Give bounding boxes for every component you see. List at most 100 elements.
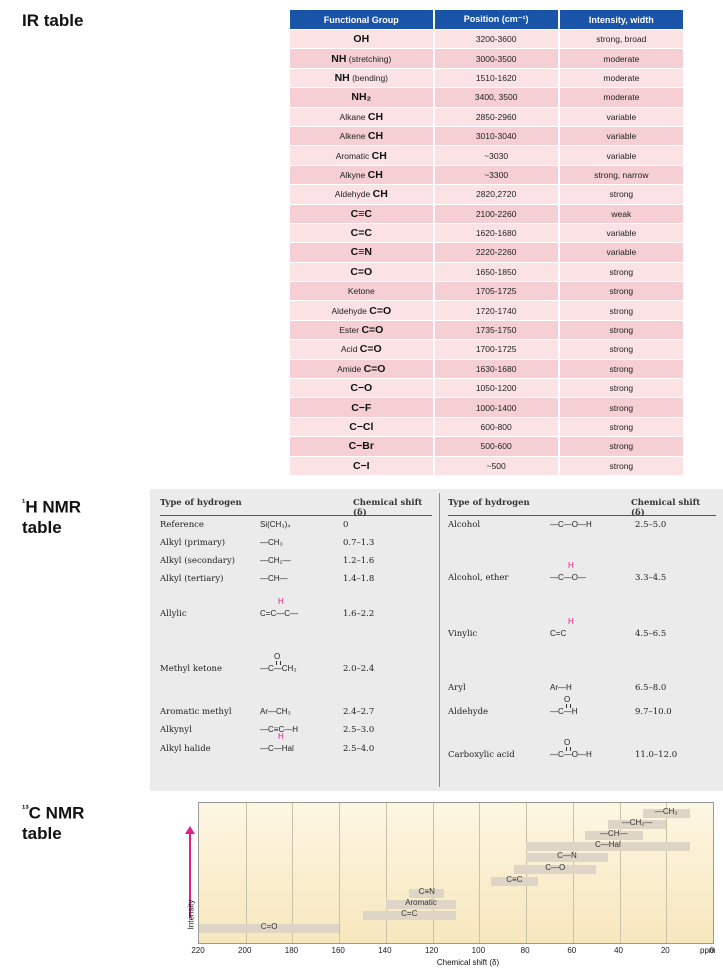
hnmr-structure: O —C—H: [550, 695, 578, 716]
ir-cell-group: OH: [290, 30, 433, 49]
ir-group-formula: C=O: [361, 324, 384, 337]
ir-cell-intensity: strong: [559, 417, 683, 437]
hnmr-shift-value: 9.7–10.0: [635, 707, 672, 717]
ir-cell-position: 2820,2720: [434, 185, 558, 204]
ir-group-formula: CH: [367, 130, 384, 143]
cnmr-gridline: [245, 803, 247, 943]
hnmr-structure: —C≡C—H: [260, 725, 298, 734]
ir-table-row: Ketone 1705-1725 strong: [290, 282, 683, 301]
cnmr-range-label: C≡C: [506, 875, 523, 884]
ir-group-formula: OH: [353, 33, 370, 46]
ir-cell-position: 1650-1850: [434, 262, 558, 282]
ir-group-formula: C=O: [363, 362, 386, 375]
hnmr-shift-value: 1.2–1.6: [343, 556, 375, 566]
cnmr-x-tick-label: 80: [520, 946, 530, 955]
ir-cell-intensity: variable: [559, 107, 683, 126]
cnmr-range-bar: [526, 842, 690, 851]
hnmr-double-bond: [566, 704, 571, 708]
ir-cell-position: ~3300: [434, 165, 558, 185]
hnmr-shift-value: 2.5–4.0: [343, 744, 375, 754]
cnmr-x-tick-label: 140: [378, 946, 392, 955]
cnmr-range-label: C=O: [260, 922, 278, 931]
ir-cell-group: Aldehyde CH: [290, 185, 433, 204]
ir-cell-group: C=C: [290, 223, 433, 243]
ir-table-row: C−Br 500-600 strong: [290, 437, 683, 456]
ir-group-suffix: (bending): [349, 72, 389, 83]
cnmr-gridline: [479, 803, 481, 943]
hnmr-structure: H C=C: [550, 617, 574, 638]
ir-cell-group: C−Cl: [290, 417, 433, 437]
ir-group-prefix: Acid: [340, 344, 360, 355]
ir-header-intensity: Intensity, width: [559, 10, 683, 29]
hnmr-structure-formula: —C—O—: [550, 573, 586, 582]
hnmr-structure: Si(CH₃)₄: [260, 520, 291, 529]
cnmr-x-tick-label: 60: [567, 946, 577, 955]
ir-group-formula: C=O: [359, 343, 382, 356]
cnmr-x-tick-label: 180: [284, 946, 299, 955]
hnmr-structure: H —C—Hal: [260, 732, 294, 753]
hnmr-structure-formula: Si(CH₃)₄: [260, 520, 291, 529]
cnmr-x-tick-label: 20: [660, 946, 670, 955]
ir-group-prefix: Ketone: [347, 286, 375, 297]
ir-table-row: Aldehyde CH 2820,2720 strong: [290, 185, 683, 204]
cnmr-range-bar: [642, 809, 690, 818]
ir-cell-group: Ester C=O: [290, 320, 433, 340]
cnmr-range-label: Aromatic: [405, 898, 437, 907]
hnmr-type-name: Vinylic: [448, 629, 478, 639]
hnmr-type-name: Aldehyde: [448, 707, 489, 717]
hnmr-right-header: Type of hydrogen Chemical shift (δ): [448, 493, 716, 518]
hnmr-shift-value: 0.7–1.3: [343, 538, 375, 548]
cnmr-title-main: C NMR: [28, 803, 85, 823]
cnmr-range-bar: [491, 877, 538, 886]
ir-cell-group: Amide C=O: [290, 359, 433, 379]
hnmr-structure: —C—O—H: [550, 520, 592, 529]
ir-cell-position: 2100-2260: [434, 204, 558, 223]
ir-table-row: OH 3200-3600 strong, broad: [290, 30, 683, 49]
ir-cell-position: 1630-1680: [434, 359, 558, 379]
hnmr-shift-value: 1.6–2.2: [343, 609, 375, 619]
ir-group-formula: CH: [367, 110, 384, 123]
ir-table-row: C=C 1620-1680 variable: [290, 223, 683, 243]
ir-cell-intensity: strong, narrow: [559, 165, 683, 185]
hnmr-structure-formula: C=C: [550, 629, 567, 638]
cnmr-gridline: [385, 803, 387, 943]
ir-cell-position: 1735-1750: [434, 320, 558, 340]
ir-cell-position: 1720-1740: [434, 301, 558, 320]
ir-cell-intensity: strong, broad: [559, 30, 683, 49]
cnmr-range-bar: [199, 924, 340, 933]
ir-header-position: Position (cm⁻¹): [434, 10, 558, 29]
ir-group-prefix: Aromatic: [335, 150, 372, 161]
ir-cell-group: Ketone: [290, 282, 433, 301]
ir-table-row: Ester C=O 1735-1750 strong: [290, 320, 683, 340]
cnmr-ylabel: Intensity: [186, 899, 196, 930]
ir-cell-position: 1705-1725: [434, 282, 558, 301]
cnmr-plot-area: —CH₃ —CH₂— —CH— C—Hal C—N C—O C≡C C≡N Aromatic C=…: [198, 802, 714, 944]
hnmr-structure-formula: —C—CH₃: [260, 664, 297, 673]
ir-group-prefix: Aldehyde: [331, 305, 370, 316]
ir-cell-group: Aromatic CH: [290, 146, 433, 165]
hnmr-structure-formula: —C—O—H: [550, 750, 592, 759]
hnmr-left-header: Type of hydrogen Chemical shift (δ): [160, 493, 432, 518]
hnmr-highlight-hydrogen: H: [278, 732, 284, 741]
ir-cell-position: 3000-3500: [434, 49, 558, 68]
ir-cell-group: Aldehyde C=O: [290, 301, 433, 320]
ir-cell-intensity: strong: [559, 359, 683, 379]
cnmr-range-label: C—N: [557, 851, 577, 860]
hnmr-type-name: Carboxylic acid: [448, 750, 515, 760]
ir-cell-intensity: variable: [559, 146, 683, 165]
ir-cell-position: 1620-1680: [434, 223, 558, 243]
ir-group-formula: CH: [371, 149, 387, 162]
ir-group-formula: NH: [334, 71, 350, 84]
ir-cell-intensity: strong: [559, 320, 683, 340]
ir-group-formula: C=C: [350, 227, 372, 240]
ir-cell-intensity: strong: [559, 437, 683, 456]
hnmr-structure-formula: —CH₃: [260, 538, 283, 547]
ir-group-formula: C=O: [369, 304, 392, 317]
ir-group-prefix: Alkene: [339, 131, 368, 142]
ir-table-row: C≡N 2220-2260 variable: [290, 243, 683, 262]
ir-cell-intensity: strong: [559, 398, 683, 417]
ir-table-row: NH (bending) 1510-1620 moderate: [290, 68, 683, 88]
ir-group-formula: NH: [331, 52, 347, 65]
ir-table-row: C−O 1050-1200 strong: [290, 379, 683, 398]
ir-cell-group: C≡C: [290, 204, 433, 223]
